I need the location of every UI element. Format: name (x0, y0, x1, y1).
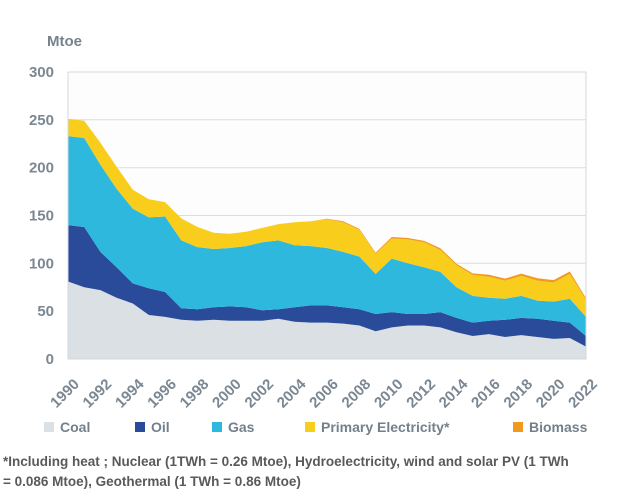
legend-label-oil: Oil (151, 419, 170, 435)
footnote-line-1: *Including heat ; Nuclear (1TWh = 0.26 M… (3, 454, 569, 469)
legend-label-coal: Coal (60, 419, 91, 435)
y-axis-unit-label: Mtoe (47, 33, 82, 50)
legend-swatch-coal (44, 422, 54, 432)
x-axis-label-2000: 2000 (209, 376, 245, 412)
legend-label-biomass: Biomass (529, 419, 588, 435)
plot-border (67, 71, 587, 360)
legend-swatch-biomass (513, 422, 523, 432)
y-axis-label-100: 100 (29, 255, 54, 272)
area-gas (68, 136, 586, 336)
y-axis-label-300: 300 (29, 64, 54, 81)
x-axis-label-2018: 2018 (501, 376, 537, 412)
y-axis-label-150: 150 (29, 208, 54, 225)
x-axis-label-1994: 1994 (112, 375, 148, 411)
x-axis-label-2010: 2010 (371, 376, 407, 412)
area-coal (68, 281, 586, 359)
x-axis-label-2022: 2022 (565, 376, 601, 412)
legend-item-oil: Oil (135, 420, 170, 434)
legend-item-gas: Gas (212, 420, 254, 434)
legend-label-primary-electricity: Primary Electricity* (321, 419, 450, 435)
area-oil (68, 225, 586, 347)
x-axis-label-2006: 2006 (306, 376, 342, 412)
x-axis-label-2016: 2016 (468, 376, 504, 412)
x-axis-label-2008: 2008 (339, 376, 375, 412)
legend-label-gas: Gas (228, 419, 255, 435)
x-axis-label-2014: 2014 (436, 375, 472, 411)
chart-footnote: *Including heat ; Nuclear (1TWh = 0.26 M… (3, 452, 630, 491)
x-axis-label-2002: 2002 (242, 376, 278, 412)
x-axis-label-1990: 1990 (47, 376, 83, 412)
area-primary-electricity (68, 118, 586, 317)
y-axis-label-250: 250 (29, 112, 54, 129)
x-axis-label-1992: 1992 (80, 376, 116, 412)
y-axis-label-0: 0 (46, 351, 54, 368)
x-axis-label-2012: 2012 (403, 376, 439, 412)
legend-swatch-oil (135, 422, 145, 432)
stacked-area-chart: 0501001502002503001990199219941996199820… (29, 64, 601, 412)
x-axis-label-1996: 1996 (144, 376, 180, 412)
legend-item-biomass: Biomass (513, 420, 587, 434)
legend-item-primary-electricity: Primary Electricity* (305, 420, 449, 434)
legend-swatch-primary-electricity (305, 422, 315, 432)
legend-swatch-gas (212, 422, 222, 432)
footnote-line-2: = 0.086 Mtoe), Geothermal (1 TWh = 0.86 … (3, 473, 301, 489)
x-axis-label-2004: 2004 (274, 375, 310, 411)
legend-item-coal: Coal (44, 420, 90, 434)
y-axis-label-50: 50 (37, 303, 54, 320)
x-axis-label-1998: 1998 (177, 376, 213, 412)
x-axis-label-2020: 2020 (533, 376, 569, 412)
y-axis-label-200: 200 (29, 160, 54, 177)
